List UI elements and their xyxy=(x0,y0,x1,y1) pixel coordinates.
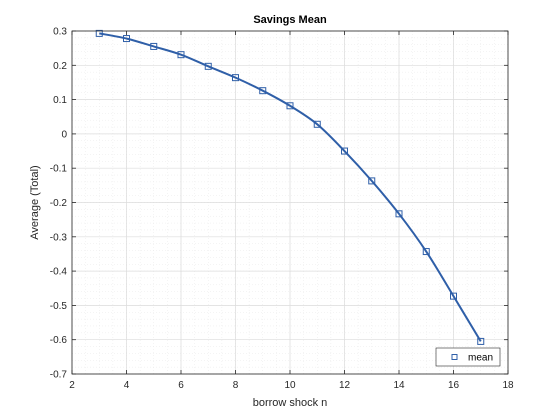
x-tick-label: 12 xyxy=(339,380,351,391)
y-tick-label: 0.2 xyxy=(53,61,67,72)
legend-marker xyxy=(451,354,458,360)
data-point-marker xyxy=(313,120,321,128)
x-tick-label: 18 xyxy=(502,380,514,391)
y-tick-label: 0.1 xyxy=(53,95,67,106)
y-tick-label: -0.6 xyxy=(50,335,68,346)
axis-ticks xyxy=(71,30,509,375)
y-tick-label: -0.5 xyxy=(50,301,68,312)
y-axis-label: Average (Total) xyxy=(29,165,41,239)
y-tick-label: -0.4 xyxy=(50,267,68,278)
chart-title: Savings Mean xyxy=(253,14,327,26)
x-tick-label: 14 xyxy=(393,380,405,391)
y-tick-label: -0.3 xyxy=(50,232,68,243)
x-tick-label: 4 xyxy=(124,380,130,391)
y-tick-label: -0.7 xyxy=(50,370,68,381)
data-point-marker xyxy=(450,292,457,300)
x-tick-label: 16 xyxy=(448,380,460,391)
y-tick-label: -0.1 xyxy=(50,164,68,175)
data-point-marker xyxy=(123,35,130,43)
data-point-marker xyxy=(204,62,212,70)
x-axis-label: borrow shock n xyxy=(253,397,328,409)
legend-label: mean xyxy=(468,353,493,364)
x-tick-label: 2 xyxy=(69,380,75,391)
data-point-marker xyxy=(286,102,294,110)
data-point-marker xyxy=(341,147,348,155)
data-point-marker xyxy=(232,74,239,82)
x-axis-tick-labels: 2 4 6 8 10 12 14 16 18 xyxy=(69,380,514,391)
y-tick-label: -0.2 xyxy=(50,198,68,209)
legend-box xyxy=(435,347,501,367)
data-point-marker xyxy=(368,177,376,185)
y-axis-tick-labels: 0.3 0.2 0.1 0 -0.1 -0.2 -0.3 -0.4 -0.5 -0.6 -0.7 xyxy=(50,27,68,381)
data-point-marker xyxy=(177,51,185,59)
x-tick-label: 6 xyxy=(178,380,184,391)
legend: mean xyxy=(435,347,501,367)
data-point-marker xyxy=(259,87,267,95)
data-point-marker xyxy=(477,337,485,345)
data-point-marker xyxy=(95,29,103,37)
x-tick-label: 8 xyxy=(233,380,239,391)
y-tick-label: 0 xyxy=(61,129,67,140)
data-point-marker xyxy=(150,42,158,50)
y-tick-label: 0.3 xyxy=(53,27,67,38)
series-layer xyxy=(95,29,485,345)
data-point-marker xyxy=(395,210,403,218)
data-point-marker xyxy=(422,248,430,256)
x-tick-label: 10 xyxy=(284,380,296,391)
series-line xyxy=(99,32,482,342)
